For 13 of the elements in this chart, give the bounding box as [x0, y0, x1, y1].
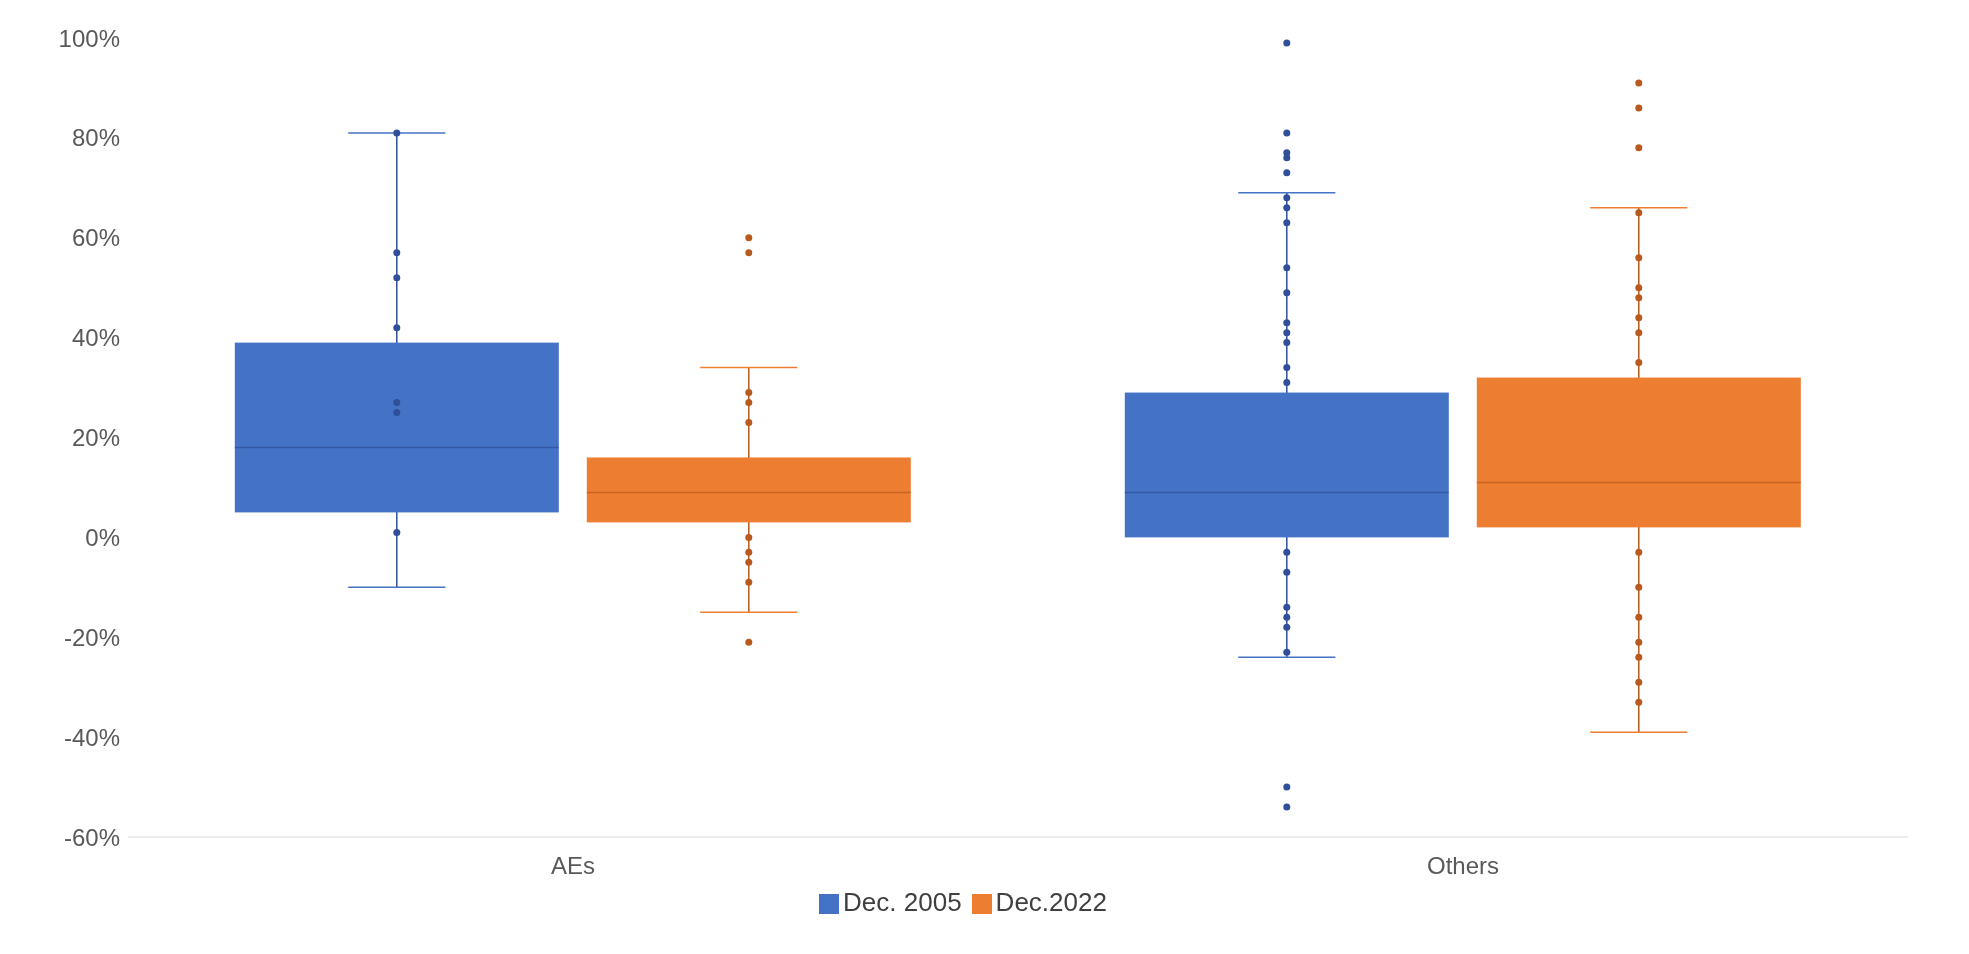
y-tick-label: 80%	[71, 124, 120, 152]
y-tick-label: 60%	[71, 224, 120, 252]
y-tick-label: 40%	[71, 324, 120, 352]
y-tick-label: -20%	[63, 623, 120, 651]
legend-label: Dec. 2005	[843, 887, 962, 917]
y-tick-label: -60%	[63, 823, 120, 851]
y-tick-label: -40%	[63, 723, 120, 751]
x-tick-label: Others	[1426, 852, 1500, 880]
y-tick-label: 20%	[71, 424, 120, 452]
y-tick-label: 0%	[85, 523, 120, 551]
y-tick-label: 100%	[58, 24, 120, 52]
legend-label: Dec.2022	[995, 887, 1107, 917]
x-tick-label: AEs	[550, 852, 596, 880]
